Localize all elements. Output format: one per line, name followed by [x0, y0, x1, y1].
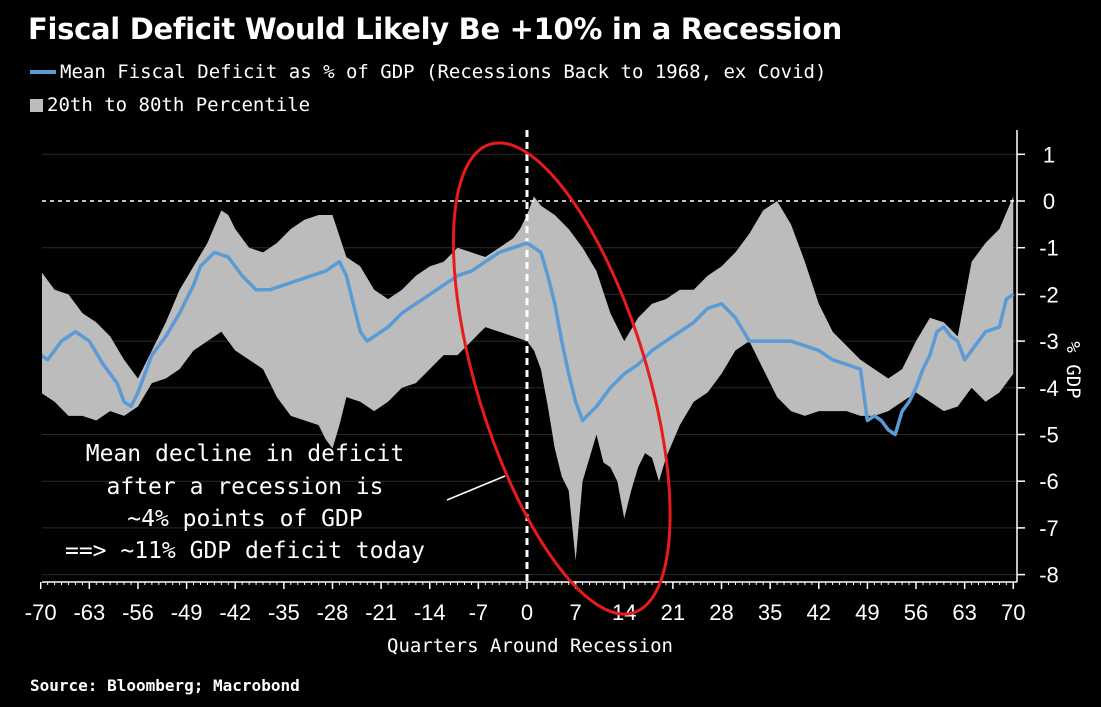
x-tick-label-16: 42	[807, 600, 831, 625]
x-axis-title: Quarters Around Recession	[387, 635, 673, 657]
x-tick-label-4: -42	[219, 600, 251, 625]
x-tick-label-8: -14	[414, 600, 446, 625]
annotation-group: Mean decline in deficit after a recession…	[65, 141, 672, 616]
legend-label-band: 20th to 80th Percentile	[47, 94, 311, 116]
y-tick-label-2: -1	[1039, 236, 1059, 261]
annotation-text-line-3: ==> ~11% GDP deficit today	[65, 538, 425, 564]
x-tick-label-17: 49	[855, 600, 879, 625]
y-tick-label-3: -2	[1039, 282, 1059, 307]
annotation-text-line-2: ~4% points of GDP	[127, 506, 362, 532]
y-tick-label-0: 1	[1043, 142, 1055, 167]
legend-label-mean: Mean Fiscal Deficit as % of GDP (Recessi…	[60, 61, 827, 83]
x-tick-label-3: -49	[171, 600, 203, 625]
x-tick-label-15: 35	[758, 600, 782, 625]
y-tick-label-7: -6	[1039, 469, 1059, 494]
x-tick-label-11: 7	[570, 600, 582, 625]
axes: -70 -63 -56 -49 -42 -35 -28 -21 -14 -7 0 7 14 21 28 35 4…	[25, 130, 1059, 625]
legend-band-swatch	[30, 98, 43, 112]
percentile-band	[42, 196, 1014, 561]
legend-item-band: 20th to 80th Percentile	[30, 94, 310, 116]
x-tick-label-0: -70	[25, 600, 57, 625]
x-tick-label-18: 56	[904, 600, 928, 625]
legend-item-mean: Mean Fiscal Deficit as % of GDP (Recessi…	[30, 61, 826, 83]
chart-title: Fiscal Deficit Would Likely Be +10% in a…	[28, 12, 842, 46]
annotation-pointer	[446, 475, 506, 501]
y-tick-label-4: -3	[1039, 329, 1059, 354]
y-tick-label-8: -7	[1039, 516, 1059, 541]
percentile-band-group	[42, 196, 1014, 561]
x-tick-label-14: 28	[709, 600, 733, 625]
annotation-text-line-0: Mean decline in deficit	[86, 441, 405, 467]
x-tick-label-10: 0	[521, 600, 533, 625]
y-axis-title: % GDP	[1062, 341, 1084, 398]
y-tick-label-9: -8	[1039, 563, 1059, 588]
x-tick-label-19: 63	[952, 600, 976, 625]
x-tick-label-13: 21	[661, 600, 685, 625]
y-tick-label-1: 0	[1043, 189, 1055, 214]
source-note: Source: Bloomberg; Macrobond	[30, 676, 300, 695]
x-tick-label-2: -56	[122, 600, 154, 625]
x-tick-label-5: -35	[268, 600, 300, 625]
x-tick-label-9: -7	[469, 600, 489, 625]
annotation-text-line-1: after a recession is	[107, 474, 384, 500]
x-tick-label-7: -21	[365, 600, 397, 625]
legend-line-swatch	[30, 70, 56, 74]
x-tick-label-20: 70	[1001, 600, 1025, 625]
mean-deficit-line	[42, 241, 1015, 437]
y-tick-label-5: -4	[1039, 376, 1059, 401]
reference-lines	[42, 130, 1017, 582]
y-tick-label-6: -5	[1039, 423, 1059, 448]
mean-line-group	[42, 241, 1015, 437]
x-tick-label-1: -63	[73, 600, 105, 625]
x-tick-label-6: -28	[317, 600, 349, 625]
highlight-ellipse	[451, 141, 672, 616]
